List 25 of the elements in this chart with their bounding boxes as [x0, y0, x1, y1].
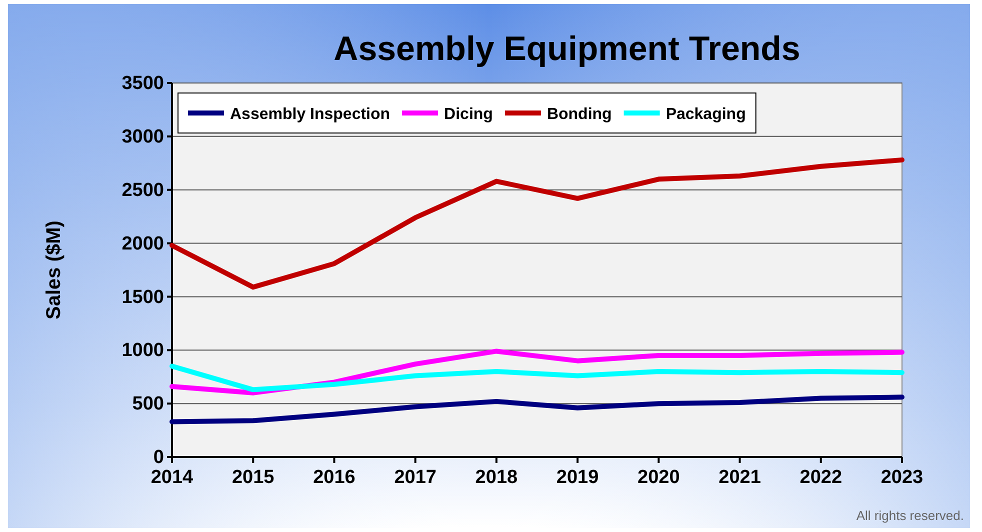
y-tick-label: 2500	[122, 180, 164, 201]
text: All rights reserved.	[856, 508, 964, 523]
chart-title: Assembly Equipment Trends	[334, 30, 800, 68]
x-tick-label: 2019	[556, 467, 599, 488]
legend-label: Dicing	[444, 106, 493, 123]
x-tick-label: 2018	[475, 467, 518, 488]
x-tick-label: 2021	[718, 467, 762, 488]
legend-label: Assembly Inspection	[230, 106, 390, 123]
y-tick-label: 3000	[122, 126, 164, 148]
y-tick-label: 1500	[122, 286, 164, 308]
x-tick-label: 2016	[313, 467, 356, 488]
y-tick-label: 500	[132, 394, 164, 415]
x-tick-label: 2015	[232, 467, 275, 488]
y-tick-label: 1000	[122, 340, 164, 362]
x-tick-label: 2023	[880, 467, 924, 488]
legend-label: Packaging	[666, 106, 746, 123]
y-tick-label: 0	[153, 447, 164, 468]
x-tick-label: 2014	[150, 467, 194, 488]
legend-label: Bonding	[546, 106, 612, 123]
y-axis-title: Sales ($M)	[43, 220, 65, 320]
x-tick-label: 2022	[800, 467, 842, 488]
y-tick-label: 3500	[122, 73, 164, 94]
x-tick-label: 2020	[638, 467, 680, 488]
x-tick-label: 2017	[394, 467, 436, 488]
y-tick-label: 2000	[122, 233, 164, 254]
